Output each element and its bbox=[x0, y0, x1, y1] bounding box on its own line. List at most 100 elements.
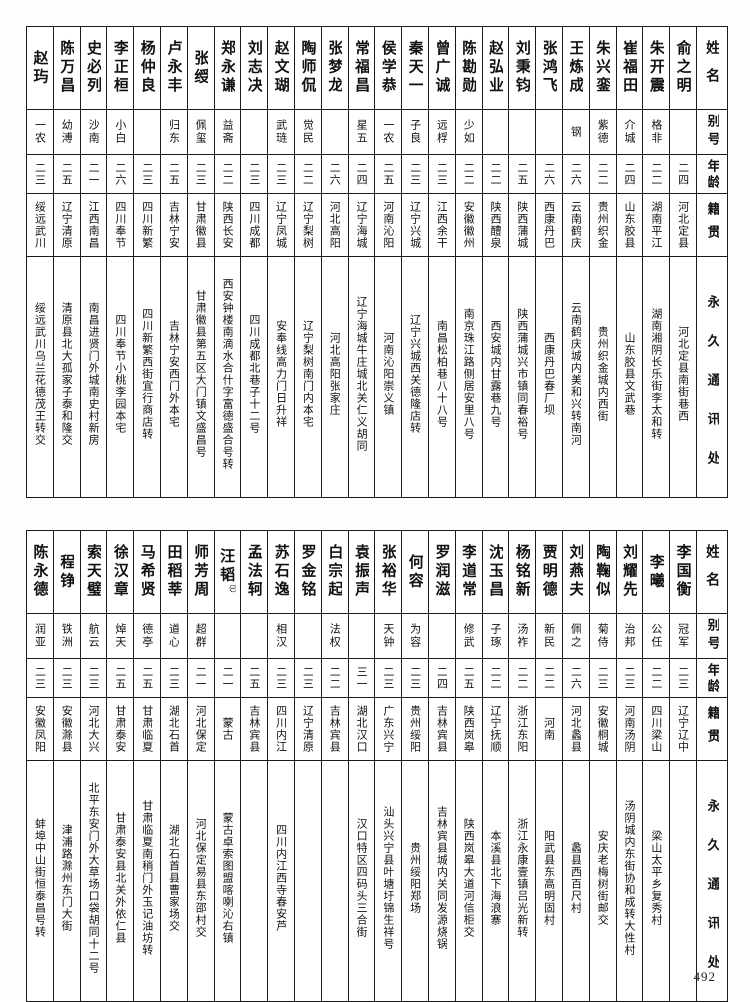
cell-address: 山东胶县文武巷 bbox=[615, 256, 644, 498]
cell-age: 二二 bbox=[481, 658, 510, 698]
cell-address: 汕头兴宁县叶塘圩锦生祥号 bbox=[374, 760, 403, 1002]
cell-address: 贵州织金城内西街 bbox=[588, 256, 617, 498]
row-header-label: 籍贯 bbox=[705, 706, 719, 752]
address-text: 北平东安门外大草场口袋胡同十二号 bbox=[87, 782, 100, 974]
cell-address: 南京珠江路侧居安里八号 bbox=[454, 256, 483, 498]
native-text: 安徽徽州 bbox=[463, 201, 475, 249]
cell-alias bbox=[427, 613, 456, 659]
cell-name: 郑永谦 bbox=[213, 26, 242, 110]
name-text: 朱兴銮 bbox=[594, 40, 611, 96]
native-text: 吉林宾县 bbox=[329, 705, 341, 753]
name-text: 赵文瑚 bbox=[273, 40, 289, 96]
cell-alias: 远桴 bbox=[427, 109, 456, 155]
age-text: 二三 bbox=[248, 162, 260, 186]
address-text: 蠡县西百尺村 bbox=[570, 842, 582, 914]
age-text: 二二 bbox=[329, 666, 341, 690]
age-text: 二二 bbox=[650, 666, 662, 690]
native-text: 四川内江 bbox=[275, 705, 287, 753]
cell-alias bbox=[240, 613, 269, 659]
name-text: 索天璧 bbox=[85, 544, 102, 600]
address-text: 河北定县南街巷西 bbox=[677, 326, 689, 422]
native-text: 广东兴宁 bbox=[382, 705, 394, 753]
address-text: 西康丹巴春厂坝 bbox=[543, 332, 555, 416]
cell-name: 刘志决 bbox=[240, 26, 269, 110]
row-header-label: 永久通讯处 bbox=[705, 798, 719, 994]
cell-name: 张鸿飞 bbox=[535, 26, 563, 110]
cell-alias: 法权 bbox=[320, 613, 349, 659]
native-text: 湖南平江 bbox=[650, 201, 662, 249]
cell-name: 师芳周 bbox=[186, 530, 215, 614]
cell-native: 辽宁梨树 bbox=[293, 193, 322, 257]
cell-alias: 紫德 bbox=[588, 109, 617, 155]
cell-alias bbox=[669, 109, 697, 155]
native-text: 四川梁山 bbox=[650, 705, 662, 753]
native-text: 贵州织金 bbox=[597, 201, 609, 249]
native-text: 四川成都 bbox=[248, 201, 260, 249]
cell-alias bbox=[508, 109, 537, 155]
cell-address: 四川内江西寺春安芦 bbox=[267, 760, 295, 1002]
age-text: 二三 bbox=[597, 666, 609, 690]
age-text: 二二 bbox=[650, 162, 662, 186]
alias-text: 相汉 bbox=[275, 623, 287, 649]
cell-name: 何容 bbox=[401, 530, 429, 614]
age-text: 二二 bbox=[463, 162, 475, 186]
cell-address: 湖北石首县曹家场交 bbox=[159, 760, 188, 1002]
address-text: 湖北石首县曹家场交 bbox=[168, 824, 180, 932]
cell-native: 四川奉节 bbox=[106, 193, 135, 257]
age-text: 二二 bbox=[489, 162, 502, 186]
age-text: 二五 bbox=[61, 162, 73, 186]
cell-address: 吉林宾县城内关同发源烧锅 bbox=[427, 760, 456, 1002]
alias-text: 焯天 bbox=[114, 623, 126, 649]
cell-alias: 子琢 bbox=[481, 613, 510, 659]
cell-alias: 汤祚 bbox=[508, 613, 537, 659]
name-text: 陈永德 bbox=[32, 544, 48, 600]
cell-alias bbox=[347, 613, 376, 659]
alias-text: 润亚 bbox=[34, 623, 46, 649]
alias-text: 一农 bbox=[382, 119, 394, 145]
cell-alias: 修武 bbox=[454, 613, 483, 659]
cell-age: 二六 bbox=[561, 154, 590, 194]
cell-native: 河北保定 bbox=[186, 697, 215, 761]
native-text: 吉林宁安 bbox=[168, 201, 180, 249]
cell-name: 卢永丰 bbox=[159, 26, 188, 110]
cell-age: 二四 bbox=[615, 154, 644, 194]
age-text: 二三 bbox=[382, 666, 394, 690]
cell-address: 清原县北大孤家子泰和隆交 bbox=[52, 256, 81, 498]
alias-text: 法权 bbox=[329, 623, 341, 649]
cell-alias: 介城 bbox=[615, 109, 644, 155]
native-text: 陕西岚皋 bbox=[463, 705, 475, 753]
cell-age: 二二 bbox=[642, 154, 671, 194]
cell-alias: 佩玺 bbox=[186, 109, 215, 155]
alias-text: 子良 bbox=[409, 119, 421, 145]
native-text: 河南汤阴 bbox=[623, 705, 636, 753]
native-text: 河南 bbox=[543, 717, 555, 741]
cell-alias: 益斋 bbox=[213, 109, 242, 155]
cell-native: 江西南昌 bbox=[79, 193, 108, 257]
native-text: 贵州绥阳 bbox=[409, 705, 421, 753]
native-text: 河北定县 bbox=[677, 201, 689, 249]
cell-native: 甘肃临夏 bbox=[133, 697, 161, 761]
cell-address: 绥远武川乌兰花德茂王转交 bbox=[26, 256, 54, 498]
name-text: 张梦龙 bbox=[327, 40, 343, 96]
address-text: 吉林宾县城内关同发源烧锅 bbox=[436, 806, 448, 950]
cell-native: 吉林宁安 bbox=[159, 193, 188, 257]
name-text: 罗金铭 bbox=[300, 544, 316, 600]
cell-name: 赵弘业 bbox=[481, 26, 510, 110]
address-text: 山东胶县文武巷 bbox=[623, 332, 636, 416]
cell-address: 南昌松柏巷八十八号 bbox=[427, 256, 456, 498]
name-text: 王炼成 bbox=[568, 40, 584, 96]
name-text: 陈勘勋 bbox=[461, 40, 477, 96]
cell-name: 沈玉昌 bbox=[481, 530, 510, 614]
alias-text: 天钟 bbox=[382, 623, 394, 649]
page-number: 492 bbox=[693, 969, 716, 984]
native-text: 西康丹巴 bbox=[543, 201, 555, 249]
row-header-label: 姓名 bbox=[704, 40, 720, 96]
native-text: 辽宁清原 bbox=[302, 705, 314, 753]
cell-native: 甘肃泰安 bbox=[106, 697, 135, 761]
native-text: 吉林宾县 bbox=[248, 705, 260, 753]
native-text: 河北蠡县 bbox=[570, 705, 582, 753]
cell-address bbox=[293, 760, 322, 1002]
age-text: 二三 bbox=[436, 162, 448, 186]
cell-alias: 钢 bbox=[561, 109, 590, 155]
alias-text: 少如 bbox=[463, 119, 475, 145]
